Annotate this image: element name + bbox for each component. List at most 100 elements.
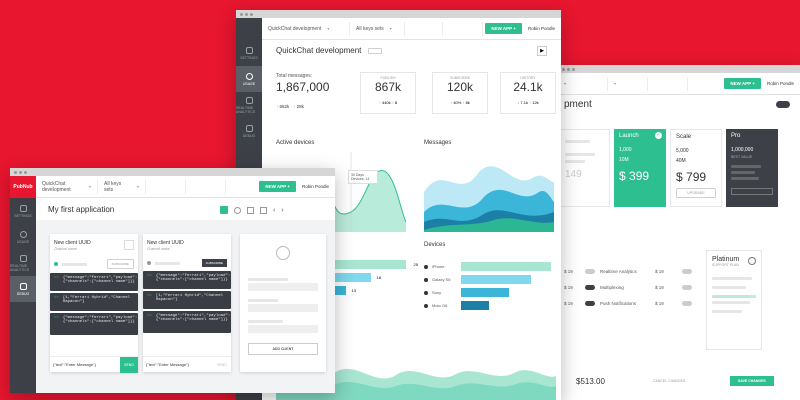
usage-icon: [245, 72, 253, 80]
client-title: New client UUID: [54, 240, 91, 246]
upgrade-button[interactable]: UPGRADE: [676, 188, 716, 198]
sidebar-item-usage[interactable]: USAGE: [10, 224, 36, 250]
back-window: ▾ ▾ NEW APP + Robin Pondle pment 149 Lau…: [558, 65, 800, 400]
device-bar: 25: [276, 260, 418, 269]
toolbar-icons: ‹ ›: [220, 206, 284, 214]
next-arrow-icon[interactable]: ›: [281, 206, 284, 214]
pubnub-logo: PubNub: [10, 176, 36, 198]
total-price: $513.00: [576, 377, 605, 386]
keyset-select[interactable]: All keys sets ▾: [350, 21, 405, 36]
addon-price-right: $ 19: [655, 284, 664, 290]
debug-icon: [245, 124, 253, 132]
send-button[interactable]: SEND: [120, 356, 138, 373]
user-menu[interactable]: Robin Pondle: [301, 184, 329, 189]
new-app-button[interactable]: NEW APP +: [485, 23, 522, 34]
subscribe-button[interactable]: SUBSCRIBE: [201, 259, 227, 267]
stat-box-publish: PUBLISH 867k ↑ 440k ↑ 8: [360, 72, 416, 114]
sidebar-item-analytics[interactable]: REALTIME ANALYTICS: [10, 250, 36, 276]
chart-tooltip: 30 Days Devices: 14: [348, 170, 378, 184]
tools-icon[interactable]: [260, 206, 267, 214]
client-subtitle: Channel name: [54, 247, 77, 251]
analytics-icon: [245, 96, 253, 104]
new-app-button[interactable]: NEW APP +: [259, 181, 296, 192]
addon-toggle[interactable]: [585, 284, 595, 290]
client-settings-icon[interactable]: [124, 240, 134, 250]
add-button[interactable]: [220, 206, 228, 214]
save-changes-button[interactable]: SAVE CHANGES: [730, 376, 774, 386]
plan-card-launch[interactable]: Launch ✓ 1,000 10M $ 399: [614, 129, 666, 207]
keyset-select[interactable]: All keys sets ▾: [98, 179, 146, 194]
add-client-button[interactable]: ADD CLIENT: [248, 343, 318, 355]
search-field[interactable]: [443, 21, 483, 36]
platinum-card[interactable]: Platinum SUPPORT PLAN: [706, 250, 762, 350]
field[interactable]: [248, 283, 318, 291]
add-client-panel: ADD CLIENT: [240, 234, 326, 372]
app-select[interactable]: ▾: [558, 76, 608, 91]
period-tab[interactable]: [368, 48, 382, 54]
field[interactable]: [248, 325, 318, 333]
toggle-switch[interactable]: [776, 101, 790, 108]
addon-toggle[interactable]: [682, 268, 692, 274]
app-select[interactable]: QuickChat development ▾: [36, 179, 98, 194]
client-card-2: New client UUID Channel name SUBSCRIBE <…: [143, 234, 231, 372]
date-range-select[interactable]: [405, 21, 443, 36]
messages-title: Messages: [424, 140, 452, 146]
sidebar-item-analytics[interactable]: REALTIME ANALYTICS: [236, 92, 262, 118]
play-button[interactable]: ▶: [537, 46, 547, 56]
message-input[interactable]: {"text":"Enter Message"}: [146, 362, 189, 367]
platinum-sub: SUPPORT PLAN: [712, 263, 739, 267]
addon-toggle[interactable]: [585, 268, 595, 274]
addon-price-right: $ 19: [655, 268, 664, 274]
search-field[interactable]: [186, 179, 226, 194]
period-tab[interactable]: [386, 48, 400, 54]
plan-card-scale[interactable]: Scale 5,000 40M $ 799 UPGRADE: [670, 129, 722, 207]
app-select[interactable]: QuickChat development ▾: [262, 21, 350, 36]
period-tab[interactable]: [404, 48, 418, 54]
code-icon[interactable]: [247, 206, 254, 214]
addon-list: $ 19 Realtime Analytics $ 19 $ 19 Multip…: [558, 263, 703, 311]
subscribe-button[interactable]: SUBSCRIBE: [106, 259, 134, 269]
schedule-button[interactable]: [731, 188, 773, 195]
date-range-select[interactable]: [146, 179, 186, 194]
send-button[interactable]: SEND: [217, 362, 227, 367]
period-tabs: [368, 48, 418, 54]
device-row: iPhone: [424, 260, 556, 273]
user-menu[interactable]: Robin Pondle: [527, 26, 555, 31]
active-devices-title: Active devices: [276, 140, 315, 146]
top-bar: QuickChat development ▾ All keys sets ▾ NE…: [36, 176, 335, 198]
client-subtitle: Channel name: [147, 247, 170, 251]
status-dot: [54, 262, 58, 266]
message-input[interactable]: {"text":"Enter Message"}: [53, 362, 96, 367]
messages-area-teal: [424, 218, 554, 232]
field[interactable]: [248, 304, 318, 312]
plan-name: Launch: [619, 133, 639, 139]
sidebar-item-settings[interactable]: SETTINGS: [10, 198, 36, 224]
plan-card-basic[interactable]: 149: [558, 129, 610, 207]
addon-toggle[interactable]: [585, 300, 595, 306]
prev-arrow-icon[interactable]: ‹: [273, 206, 276, 214]
sidebar-item-settings[interactable]: SETTINGS: [236, 40, 262, 66]
device-icon: [424, 277, 428, 282]
search-field[interactable]: [648, 76, 688, 91]
stat-box-history: HISTORY 24.1k ↓ 7.1k ↑ 12k: [500, 72, 556, 114]
addon-name: Push Notifications: [600, 300, 637, 306]
addon-price: $ 19: [564, 268, 573, 274]
plan-card-pro[interactable]: Pro 1,000,000 BEST VALUE: [726, 129, 778, 207]
client-card-1: New client UUID Channel name SUBSCRIBE <…: [50, 234, 138, 373]
history-icon[interactable]: [234, 206, 241, 214]
cancel-changes-button[interactable]: CANCEL CHANGES: [653, 379, 686, 383]
new-app-button[interactable]: NEW APP +: [724, 78, 761, 89]
keyset-select[interactable]: ▾: [608, 76, 648, 91]
total-messages-value: 1,867,000: [276, 80, 330, 94]
addon-toggle[interactable]: [682, 284, 692, 290]
sidebar-item-debug[interactable]: DEBUG: [10, 276, 36, 302]
sidebar-item-usage[interactable]: USAGE: [236, 66, 262, 92]
message-log-2: <> [1,"Ferrari Hybrid","Channel Rapacon"]: [50, 293, 138, 311]
sidebar-item-debug[interactable]: DEBUG: [236, 118, 262, 144]
addon-row: $ 19 Push Notifications $ 19: [558, 295, 703, 311]
page-title: pment: [564, 99, 592, 110]
addon-toggle[interactable]: [682, 300, 692, 306]
message-log-3: <> {"message":"Ferrari","payload":{"chann…: [50, 313, 138, 335]
stat-box-subscribe: SUBSCRIBE 120k ↑ 40% ↑ 8k: [432, 72, 488, 114]
user-menu[interactable]: Robin Pondle: [766, 81, 794, 86]
